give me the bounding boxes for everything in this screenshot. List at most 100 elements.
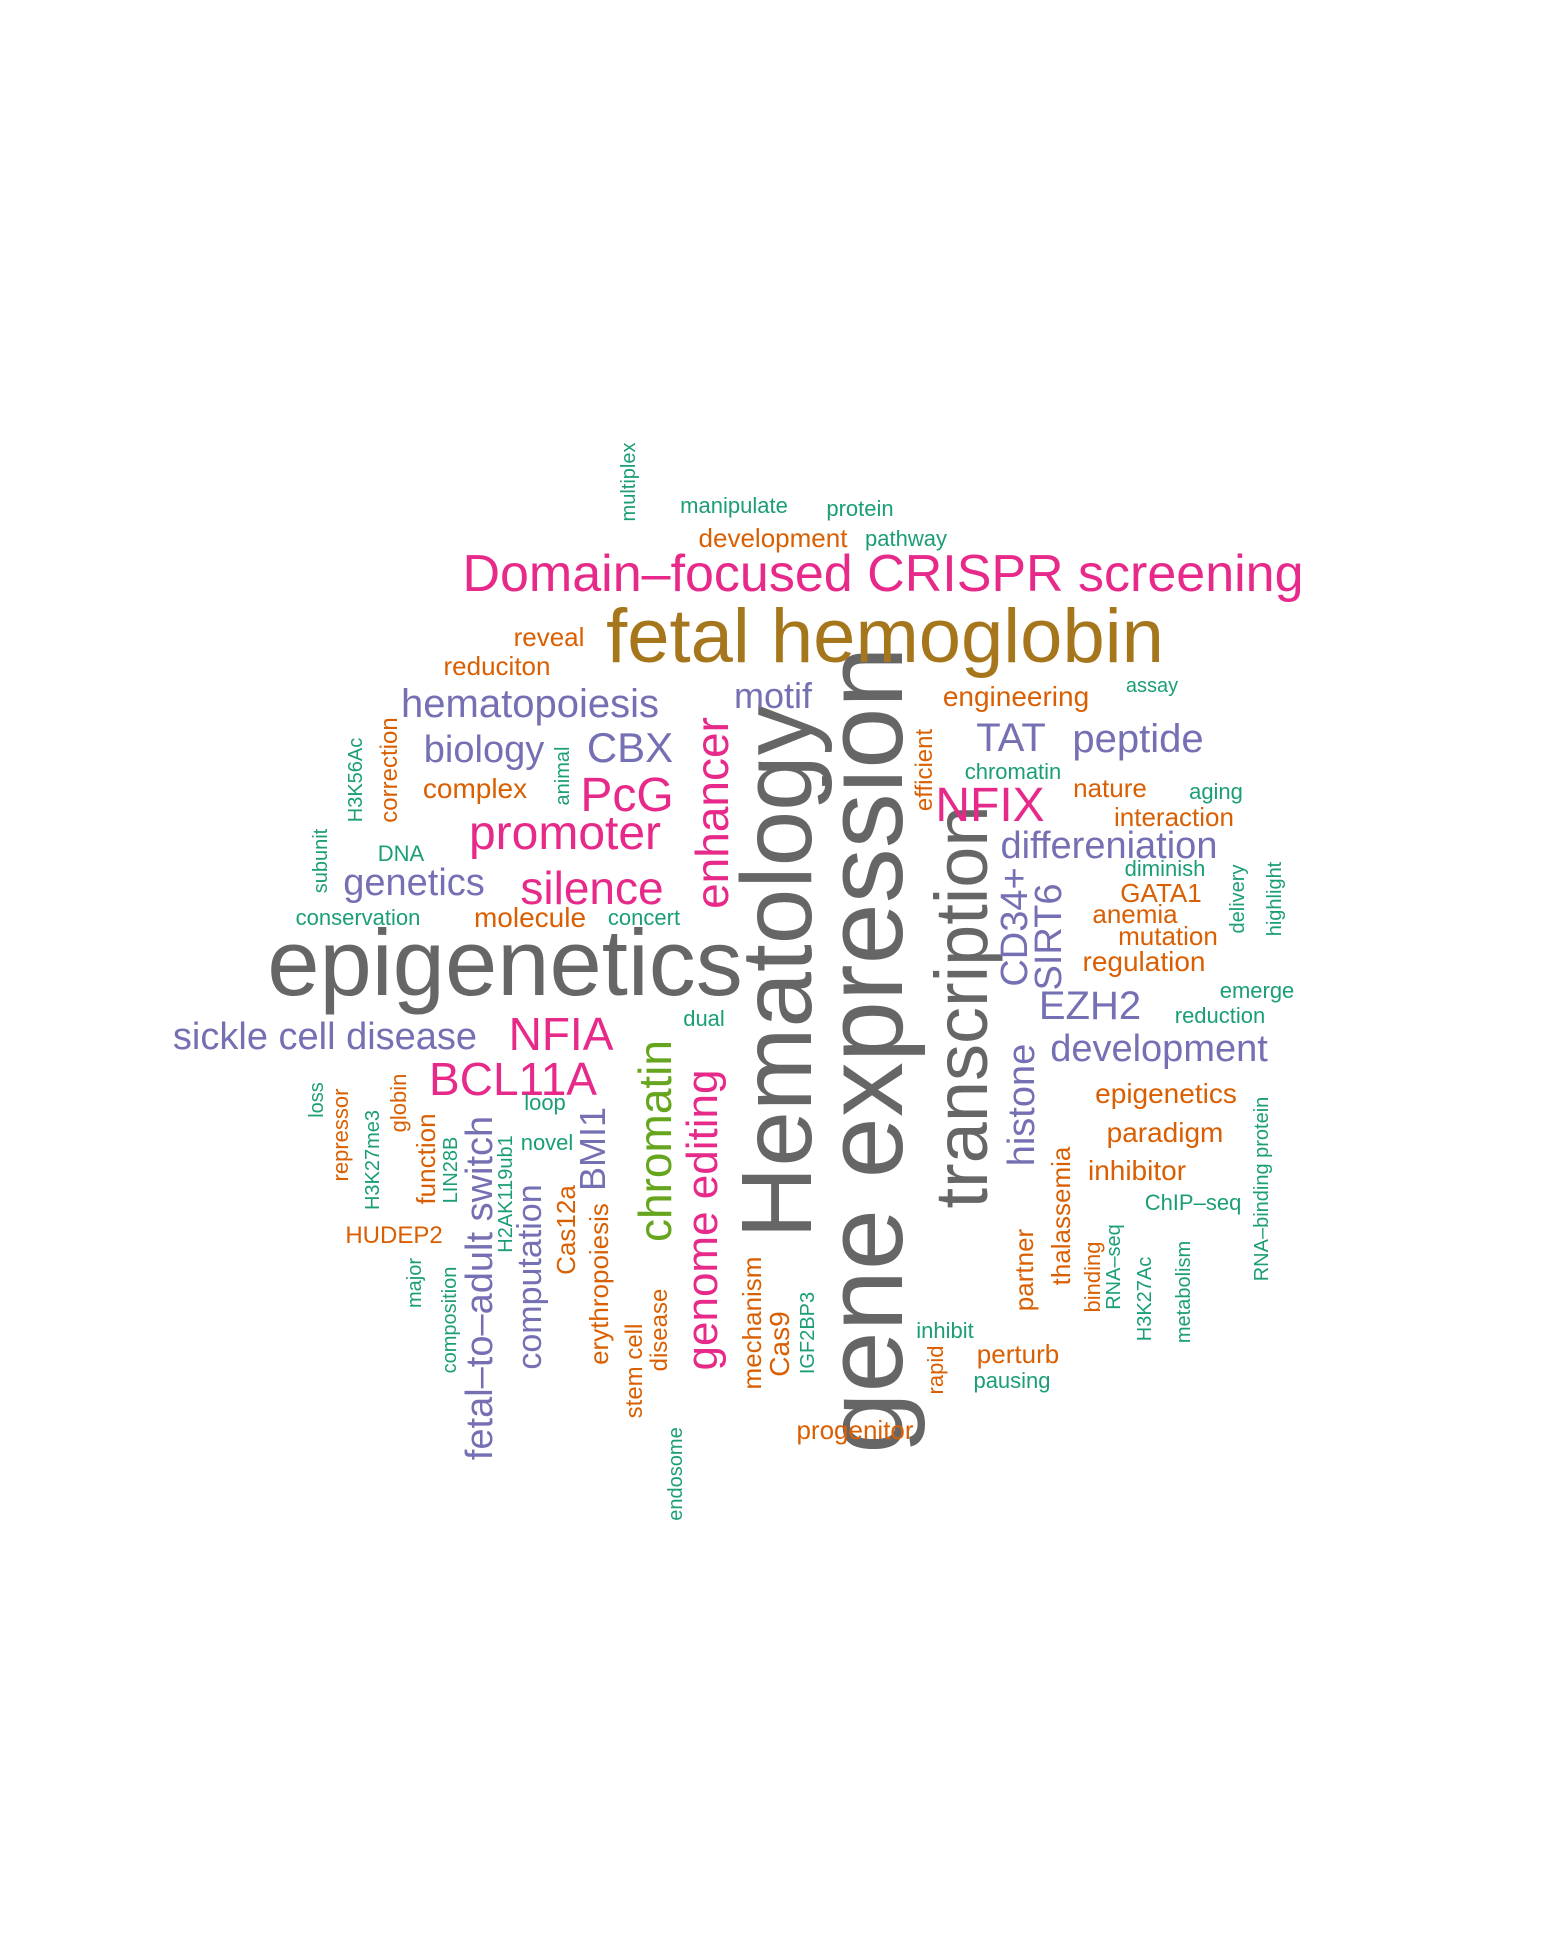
word-correction: correction	[376, 717, 403, 823]
word-chromatin-small: chromatin	[964, 759, 1062, 784]
word-gata1: GATA1	[1120, 878, 1202, 908]
word-nfia: NFIA	[508, 1008, 614, 1060]
word-lin28b: LIN28B	[440, 1136, 462, 1204]
word-genetics: genetics	[343, 862, 485, 904]
word-inhibit: inhibit	[916, 1318, 974, 1343]
word-assay: assay	[1125, 675, 1179, 697]
word-mutation: mutation	[1118, 921, 1218, 951]
word-endosome: endosome	[665, 1427, 687, 1521]
word-enhancer: enhancer	[686, 717, 738, 909]
word-conservation: conservation	[295, 905, 421, 930]
word-delivery: delivery	[1227, 864, 1249, 934]
word-rna-binding-protein: RNA–binding protein	[1251, 1096, 1273, 1282]
word-bcl11a: BCL11A	[429, 1053, 597, 1105]
word-transcription: transcription	[920, 805, 1003, 1209]
word-h3k27me3: H3K27me3	[362, 1109, 384, 1211]
word-repressor: repressor	[328, 1088, 353, 1182]
word-concert: concert	[607, 905, 681, 930]
word-histone: histone	[1001, 1043, 1043, 1167]
word-animal: animal	[552, 746, 574, 806]
word-complex: complex	[422, 773, 528, 804]
word-paradigm: paradigm	[1106, 1117, 1224, 1148]
word-binding: binding	[1080, 1241, 1105, 1313]
word-epigenetics-large: epigenetics	[267, 910, 743, 1015]
word-function: function	[411, 1113, 441, 1205]
word-globin: globin	[386, 1073, 411, 1133]
word-composition: composition	[439, 1266, 461, 1374]
word-metabolism: metabolism	[1173, 1240, 1195, 1344]
word-pathway: pathway	[865, 526, 947, 551]
word-nature: nature	[1073, 773, 1147, 803]
word-igf2bp3: IGF2BP3	[797, 1291, 819, 1375]
word-molecule: molecule	[473, 902, 587, 933]
word-rapid: rapid	[923, 1345, 948, 1395]
word-chip-seq: ChIP–seq	[1144, 1190, 1242, 1215]
word-stem-cell: stem cell	[621, 1323, 648, 1419]
word-pausing: pausing	[973, 1368, 1051, 1393]
word-loss: loss	[306, 1082, 328, 1118]
word-h3k27ac: H3K27Ac	[1134, 1256, 1156, 1342]
word-domain-focused-crispr-screening: Domain–focused CRISPR screening	[462, 545, 1304, 603]
word-progenitor: progenitor	[796, 1415, 914, 1445]
word-biology: biology	[423, 729, 545, 771]
word-development-orange: development	[698, 523, 848, 553]
word-computation: computation	[511, 1184, 549, 1370]
word-reduction: reduction	[1174, 1003, 1266, 1028]
word-loop: loop	[524, 1090, 566, 1115]
word-h3k56ac: H3K56Ac	[345, 737, 367, 823]
word-manipulate: manipulate	[680, 493, 788, 518]
word-partner: partner	[1009, 1228, 1039, 1312]
word-diminish: diminish	[1124, 856, 1206, 881]
word-protein: protein	[826, 496, 894, 521]
word-multiplex: multiplex	[618, 442, 640, 522]
word-differeniation: differeniation	[1000, 825, 1218, 867]
word-nfix: NFIX	[935, 779, 1045, 832]
word-emerge: emerge	[1219, 978, 1295, 1003]
word-tat: TAT	[976, 716, 1046, 760]
word-sirt6: SIRT6	[1028, 883, 1070, 991]
word-motif: motif	[733, 675, 813, 716]
word-cas9: Cas9	[764, 1311, 795, 1377]
word-novel: novel	[520, 1130, 574, 1155]
word-rna-seq: RNA–seq	[1103, 1224, 1125, 1310]
word-peptide: peptide	[1072, 717, 1204, 761]
word-cas12a: Cas12a	[551, 1185, 581, 1275]
word-cbx: CBX	[586, 724, 674, 771]
word-regulation: regulation	[1082, 946, 1206, 977]
word-aging: aging	[1189, 779, 1243, 804]
word-silence: silence	[520, 862, 664, 914]
word-sickle-cell-disease: sickle cell disease	[172, 1016, 478, 1058]
word-interaction: interaction	[1114, 802, 1234, 832]
word-reduciton: reduciton	[443, 651, 551, 681]
word-dna: DNA	[377, 841, 425, 866]
word-fetal-hemoglobin: fetal hemoglobin	[606, 594, 1164, 679]
word-reveal: reveal	[513, 622, 585, 652]
word-mechanism: mechanism	[737, 1256, 767, 1390]
word-ezh2: EZH2	[1038, 984, 1142, 1028]
word-development-purple: development	[1050, 1028, 1268, 1070]
word-perturb: perturb	[976, 1339, 1060, 1369]
word-hematology: Hematology	[721, 705, 833, 1239]
word-erythropoiesis: erythropoiesis	[584, 1203, 614, 1365]
word-hematopoiesis: hematopoiesis	[401, 682, 659, 726]
word-genome-editing: genome editing	[678, 1069, 727, 1371]
word-inhibitor: inhibitor	[1087, 1155, 1187, 1186]
word-fetal-to-adult-switch: fetal–to–adult switch	[459, 1115, 501, 1461]
word-pcg: PcG	[580, 769, 674, 822]
word-subunit: subunit	[310, 828, 332, 894]
word-anemia: anemia	[1092, 899, 1178, 929]
word-major: major	[404, 1257, 426, 1309]
word-h2ak119ub1: H2AK119ub1	[495, 1135, 517, 1253]
word-chromatin-large: chromatin	[629, 1040, 681, 1242]
word-epigenetics-small: epigenetics	[1095, 1078, 1237, 1109]
word-engineering: engineering	[942, 681, 1090, 712]
word-promoter: promoter	[468, 807, 662, 860]
word-dual: dual	[683, 1006, 725, 1031]
word-highlight: highlight	[1264, 861, 1286, 937]
word-thalassemia: thalassemia	[1046, 1146, 1076, 1286]
word-disease: disease	[646, 1288, 673, 1372]
word-efficient: efficient	[911, 728, 938, 812]
word-bmi1: BMI1	[572, 1106, 613, 1192]
word-hudep2: HUDEP2	[345, 1222, 443, 1249]
